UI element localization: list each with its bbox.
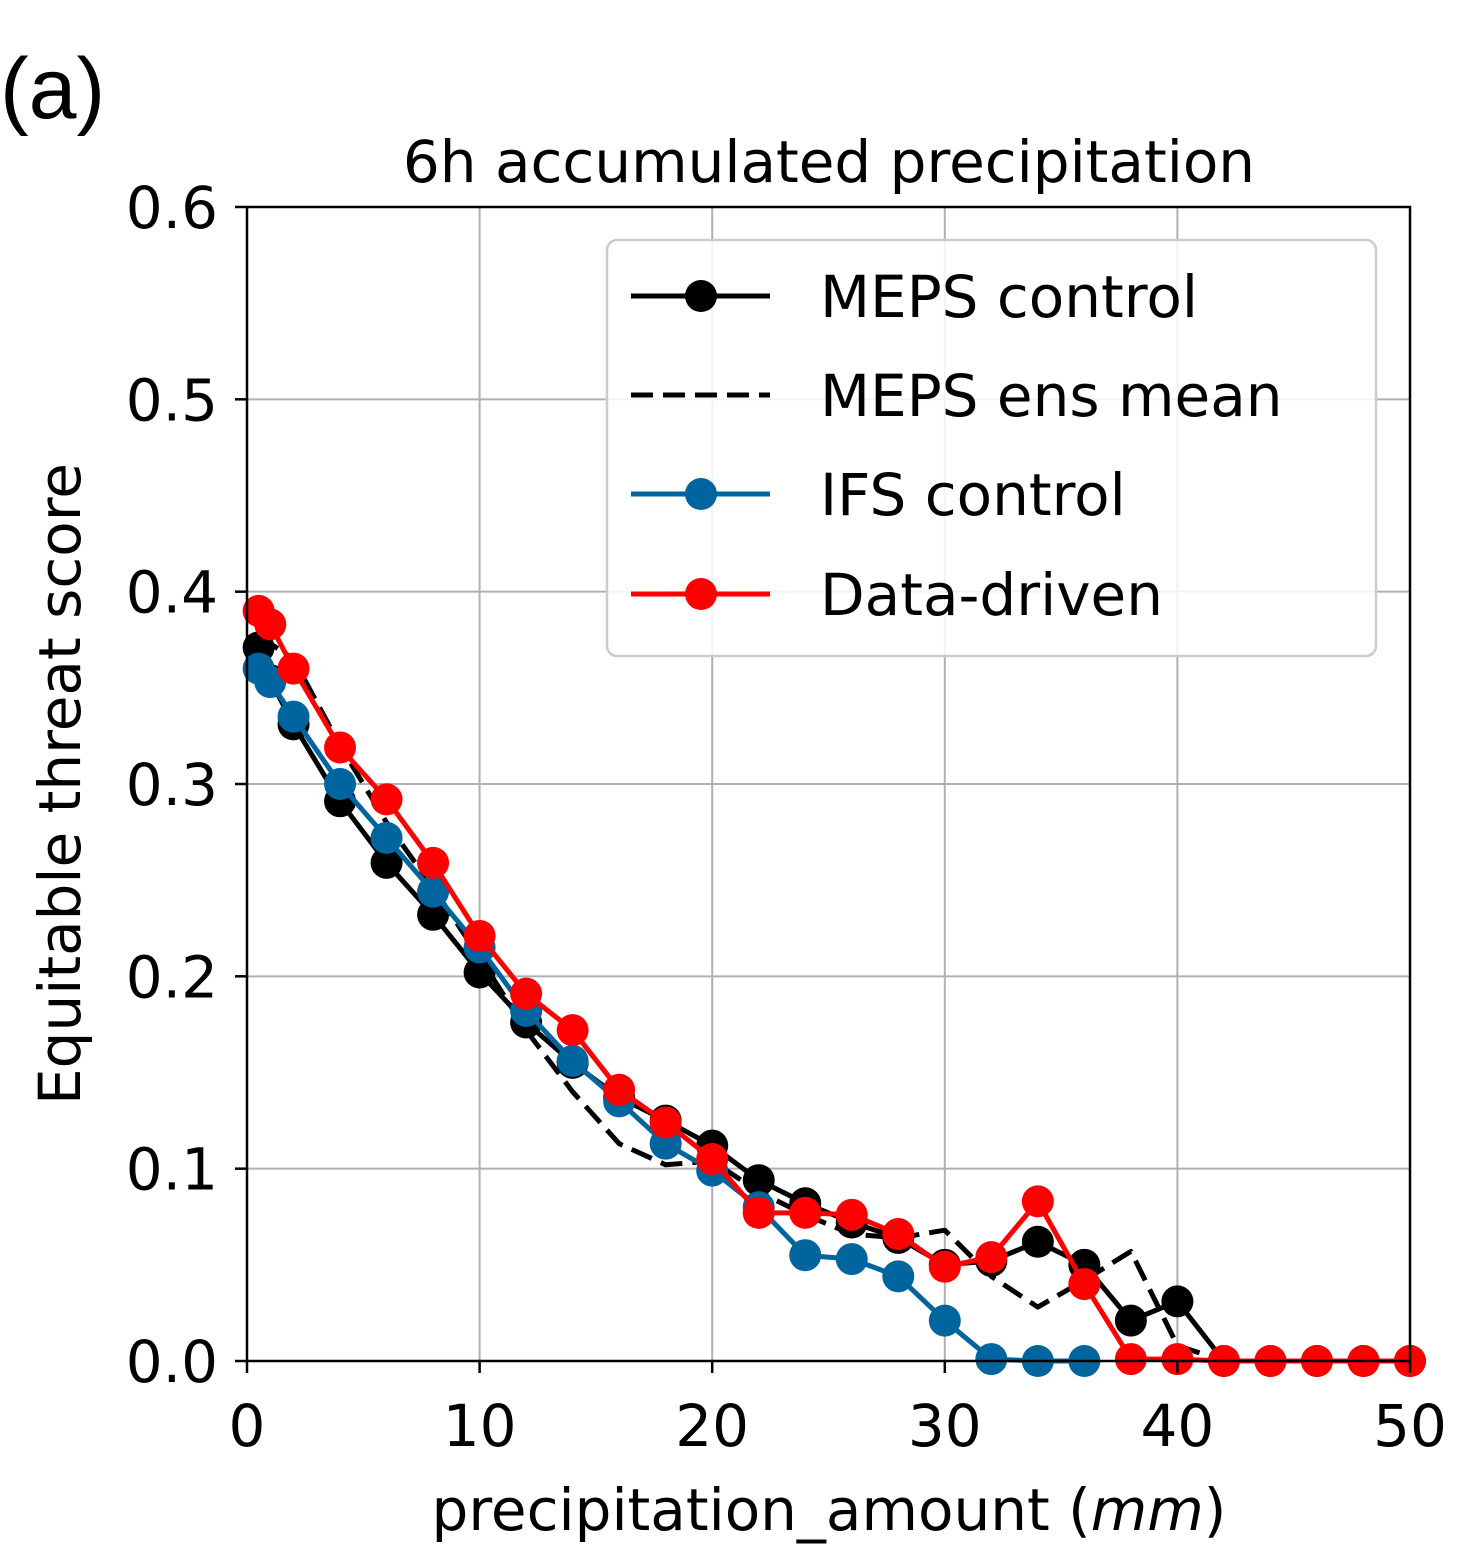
data-point-ifs-control: [254, 666, 287, 699]
data-point-data-driven: [1114, 1343, 1147, 1376]
series-line-data-driven: [256, 608, 1413, 1364]
series-line-meps-control: [256, 644, 1413, 1364]
data-point-data-driven: [649, 1106, 682, 1139]
legend-label-meps-control: MEPS control: [820, 263, 1198, 331]
x-axis-label-close: ): [1204, 1476, 1227, 1544]
legend-entry-ifs-control: IFS control: [631, 461, 1126, 529]
y-tick-label: 0.4: [126, 559, 218, 627]
data-point-data-driven: [277, 652, 310, 685]
series-meps-ens-mean: [257, 635, 1410, 1364]
series-line-meps-ens-mean: [257, 635, 1410, 1364]
data-point-data-driven: [789, 1196, 822, 1229]
data-point-meps-control: [1161, 1285, 1194, 1318]
data-point-ifs-control: [324, 768, 357, 800]
plot-series: [242, 594, 1426, 1377]
x-tick-label: 50: [1373, 1392, 1447, 1460]
x-axis-label: precipitation_amount (mm): [432, 1476, 1227, 1544]
data-point-data-driven: [1068, 1268, 1101, 1301]
x-tick-label: 30: [908, 1392, 982, 1460]
chart-title: 6h accumulated precipitation: [403, 128, 1255, 196]
panel-label: (a): [0, 41, 105, 137]
x-tick-label: 10: [443, 1392, 517, 1460]
x-tick-label: 40: [1140, 1392, 1214, 1460]
data-point-ifs-control: [975, 1343, 1008, 1376]
data-point-data-driven: [510, 977, 543, 1010]
legend-entry-meps-ens-mean: MEPS ens mean: [631, 362, 1283, 430]
axis-ticks: 0 10 20 30 40 50 0.0 0.1 0.2 0.3 0.4 0.5 0.6: [126, 174, 1447, 1460]
legend-box: [605, 238, 1378, 658]
data-point-data-driven: [835, 1198, 868, 1231]
data-point-data-driven: [1161, 1343, 1194, 1376]
x-tick-label: 0: [229, 1392, 266, 1460]
data-point-data-driven: [324, 731, 357, 764]
legend-marker-data-driven: [685, 578, 717, 610]
y-axis-label: Equitable threat score: [26, 463, 94, 1105]
data-point-data-driven: [463, 919, 496, 952]
legend: MEPS control MEPS ens mean IFS control Data…: [605, 238, 1378, 658]
data-point-ifs-control: [789, 1239, 822, 1272]
y-tick-label: 0.0: [126, 1328, 218, 1396]
y-tick-label: 0.6: [126, 174, 218, 242]
legend-marker-meps-control: [685, 280, 717, 312]
data-point-data-driven: [556, 1014, 589, 1047]
data-point-data-driven: [742, 1196, 775, 1229]
data-point-ifs-control: [928, 1304, 961, 1337]
legend-label-meps-ens-mean: MEPS ens mean: [820, 362, 1283, 430]
data-point-ifs-control: [556, 1044, 589, 1077]
data-point-data-driven: [928, 1250, 961, 1283]
data-point-data-driven: [417, 846, 450, 879]
data-point-data-driven: [254, 608, 287, 641]
data-point-data-driven: [882, 1218, 915, 1251]
data-point-meps-control: [417, 898, 450, 931]
y-tick-label: 0.2: [126, 943, 218, 1011]
data-point-data-driven: [696, 1143, 729, 1176]
x-axis-label-unit: mm: [1091, 1476, 1204, 1544]
legend-label-data-driven: Data-driven: [820, 561, 1163, 629]
data-point-meps-control: [463, 956, 496, 989]
series-ifs-control: [242, 652, 1101, 1377]
data-point-meps-control: [1114, 1304, 1147, 1337]
data-point-data-driven: [975, 1241, 1008, 1274]
data-point-meps-control: [370, 846, 403, 879]
legend-entry-meps-control: MEPS control: [631, 263, 1198, 331]
legend-entries: MEPS control MEPS ens mean IFS control Data…: [631, 263, 1283, 629]
data-point-data-driven: [603, 1073, 636, 1106]
data-point-ifs-control: [370, 821, 403, 854]
x-tick-label: 20: [675, 1392, 749, 1460]
x-axis-label-main: precipitation_amount (: [432, 1476, 1091, 1544]
y-tick-label: 0.1: [126, 1136, 218, 1204]
legend-entry-data-driven: Data-driven: [631, 561, 1163, 629]
data-point-ifs-control: [277, 700, 310, 733]
y-tick-label: 0.5: [126, 366, 218, 434]
data-point-ifs-control: [417, 875, 450, 908]
data-point-ifs-control: [835, 1243, 868, 1276]
data-point-data-driven: [370, 783, 403, 816]
series-meps-control: [242, 631, 1426, 1377]
legend-marker-ifs-control: [685, 478, 717, 510]
series-line-ifs-control: [256, 666, 1087, 1364]
data-point-ifs-control: [882, 1260, 915, 1293]
data-point-meps-control: [1021, 1225, 1054, 1258]
legend-label-ifs-control: IFS control: [820, 461, 1126, 529]
y-tick-label: 0.3: [126, 751, 218, 819]
data-point-data-driven: [1021, 1185, 1054, 1218]
